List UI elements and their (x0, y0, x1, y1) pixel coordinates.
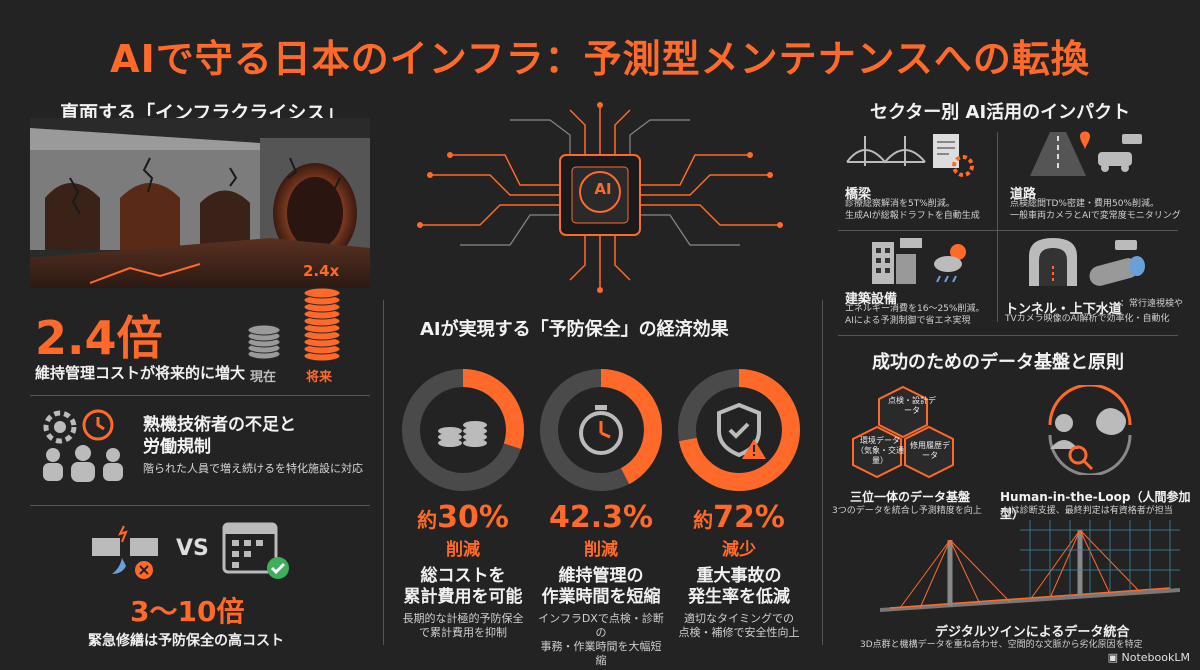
gauge-cost (402, 369, 524, 491)
ai-chip-label: AI (594, 180, 612, 198)
sector-tunnel-desc-1: ：常行遠視検や (1120, 299, 1184, 309)
sector-bridge-title: 橋梁 (845, 187, 872, 202)
sector-building-desc: エネルギー消費を16〜25%削減。 AIによる予測制御で省エネ実現 (845, 304, 985, 326)
gauge-accident-labels: 約72% 減少 重大事故の 発生率を低減 適切なタイミングでの 点検・補修で安全性向… (678, 500, 800, 639)
notebook-icon: ▣ (1107, 651, 1122, 664)
data-hexagons-diagram (852, 385, 954, 479)
gauge-accident (678, 369, 800, 491)
sector-bridge-desc: 診療総察解消を5T%削減。 生成AIが総報ドラフトを自動生成 (845, 199, 980, 221)
workers-title: 熟機技術者の不足と 労働規制 (143, 415, 296, 457)
trinity-desc: 3つのデータを統合し予測精度を向上 (832, 506, 982, 516)
divider (838, 335, 1178, 336)
cost-increase-value: 2.4倍 (35, 311, 163, 365)
sector-heading: セクター別 AI活用のインパクト (870, 102, 1131, 123)
gauge-fill-0 (402, 369, 524, 491)
notebooklm-logo: ▣ NotebookLM (1107, 651, 1190, 664)
multiplier-label: 2.4x (303, 262, 340, 280)
gauge-fill-1 (540, 369, 662, 491)
digital-twin-bridge-illustration (880, 520, 1180, 612)
calendar-check-icon (222, 522, 289, 579)
hex-environment-data: 環境データ（気象・交通量） (856, 436, 904, 465)
coin-stack-future-icon (303, 287, 341, 362)
pipe-leak-icon (92, 525, 158, 579)
divider (997, 132, 998, 322)
trinity-title: 三位一体のデータ基盤 (850, 490, 971, 504)
building-weather-icon (872, 238, 966, 284)
future-label: 将来 (306, 370, 333, 385)
sector-tunnel-desc-2: TVカメラ映像のAI解析で効率化・自動化 (1005, 314, 1170, 324)
human-ai-loop-icon (1048, 385, 1132, 475)
bridge-tunnel-illustration (30, 118, 370, 288)
workers-gear-clock-icon (43, 409, 123, 482)
tunnel-pipe-icon (1029, 238, 1145, 286)
now-label: 現在 (250, 370, 277, 385)
sector-road-desc: 点検総間TD%密建・費用50%削減。 一般車両カメラとAIで変常度モニタリング (1010, 199, 1181, 221)
divider (838, 230, 1178, 231)
divider (30, 395, 370, 396)
hitl-title: Human-in-the-Loop（人間参加型） (1000, 490, 1191, 521)
ai-chip-circuit-illustration (417, 102, 783, 293)
sector-road-title: 道路 (1010, 187, 1037, 202)
twin-desc: 3D点群と機構データを重ね合わせ、空間的な文脈から劣化原因を特定 (860, 640, 1143, 650)
gauge-time-labels: 42.3% 削減 維持管理の 作業時間を短縮 インフラDXで点検・診断の 事務・作業… (538, 500, 664, 667)
road-car-camera-icon (1030, 131, 1142, 176)
hex-inspection-data: 点検・設計データ (888, 396, 936, 415)
gauge-time (540, 369, 662, 491)
gauge-fill-2 (678, 369, 800, 491)
coins-icon (438, 421, 487, 447)
workers-desc: 階られた人員で増え続けるを特化施設に対応 (143, 462, 363, 475)
vs-label: VS (176, 536, 209, 561)
cost-increase-caption: 維持管理コストが将来的に増大 (35, 364, 246, 382)
sector-building-title: 建築設備 (845, 292, 898, 307)
principles-heading: 成功のためのデータ基盤と原則 (872, 352, 1124, 373)
gauge-cost-labels: 約30% 削減 総コストを 累計費用を可能 長期的な計極的予防保全 で累計費用を抑制 (402, 500, 524, 639)
divider (30, 505, 370, 506)
coin-stack-now-icon (247, 324, 281, 360)
page-title: AIで守る日本のインフラ：予測型メンテナンスへの転換 (110, 37, 1090, 81)
bridge-document-icon (846, 134, 974, 177)
divider (383, 300, 384, 645)
twin-title: デジタルツインによるデータ統合 (935, 625, 1130, 640)
shield-check-icon (717, 402, 766, 459)
stopwatch-icon (579, 405, 623, 455)
divider (822, 300, 823, 645)
emergency-cost-caption: 緊急修繕は予防保全の高コスト (88, 633, 284, 649)
emergency-cost-value: 3〜10倍 (130, 595, 245, 628)
sector-tunnel-title: トンネル・上下水道 (1005, 302, 1122, 317)
hitl-desc: AIは診断支援、最終判定は有資格者が担当 (1002, 506, 1173, 516)
hex-repair-history-data: 修用履歴データ (910, 441, 950, 460)
economic-effect-heading: AIが実現する「予防保全」の経済効果 (420, 319, 729, 340)
